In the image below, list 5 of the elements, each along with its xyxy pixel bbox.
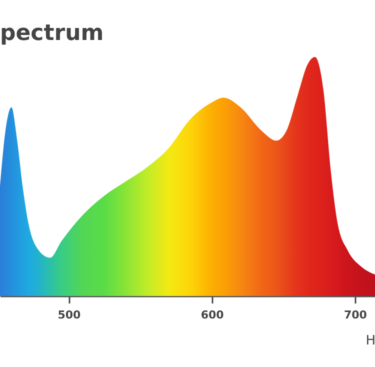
chart-title: pectrum [0, 21, 104, 46]
x-tick-label: 600 [200, 308, 224, 322]
x-tick-label: 500 [58, 308, 82, 322]
x-tick-label: 700 [344, 308, 368, 322]
x-axis-title: H [366, 334, 375, 348]
